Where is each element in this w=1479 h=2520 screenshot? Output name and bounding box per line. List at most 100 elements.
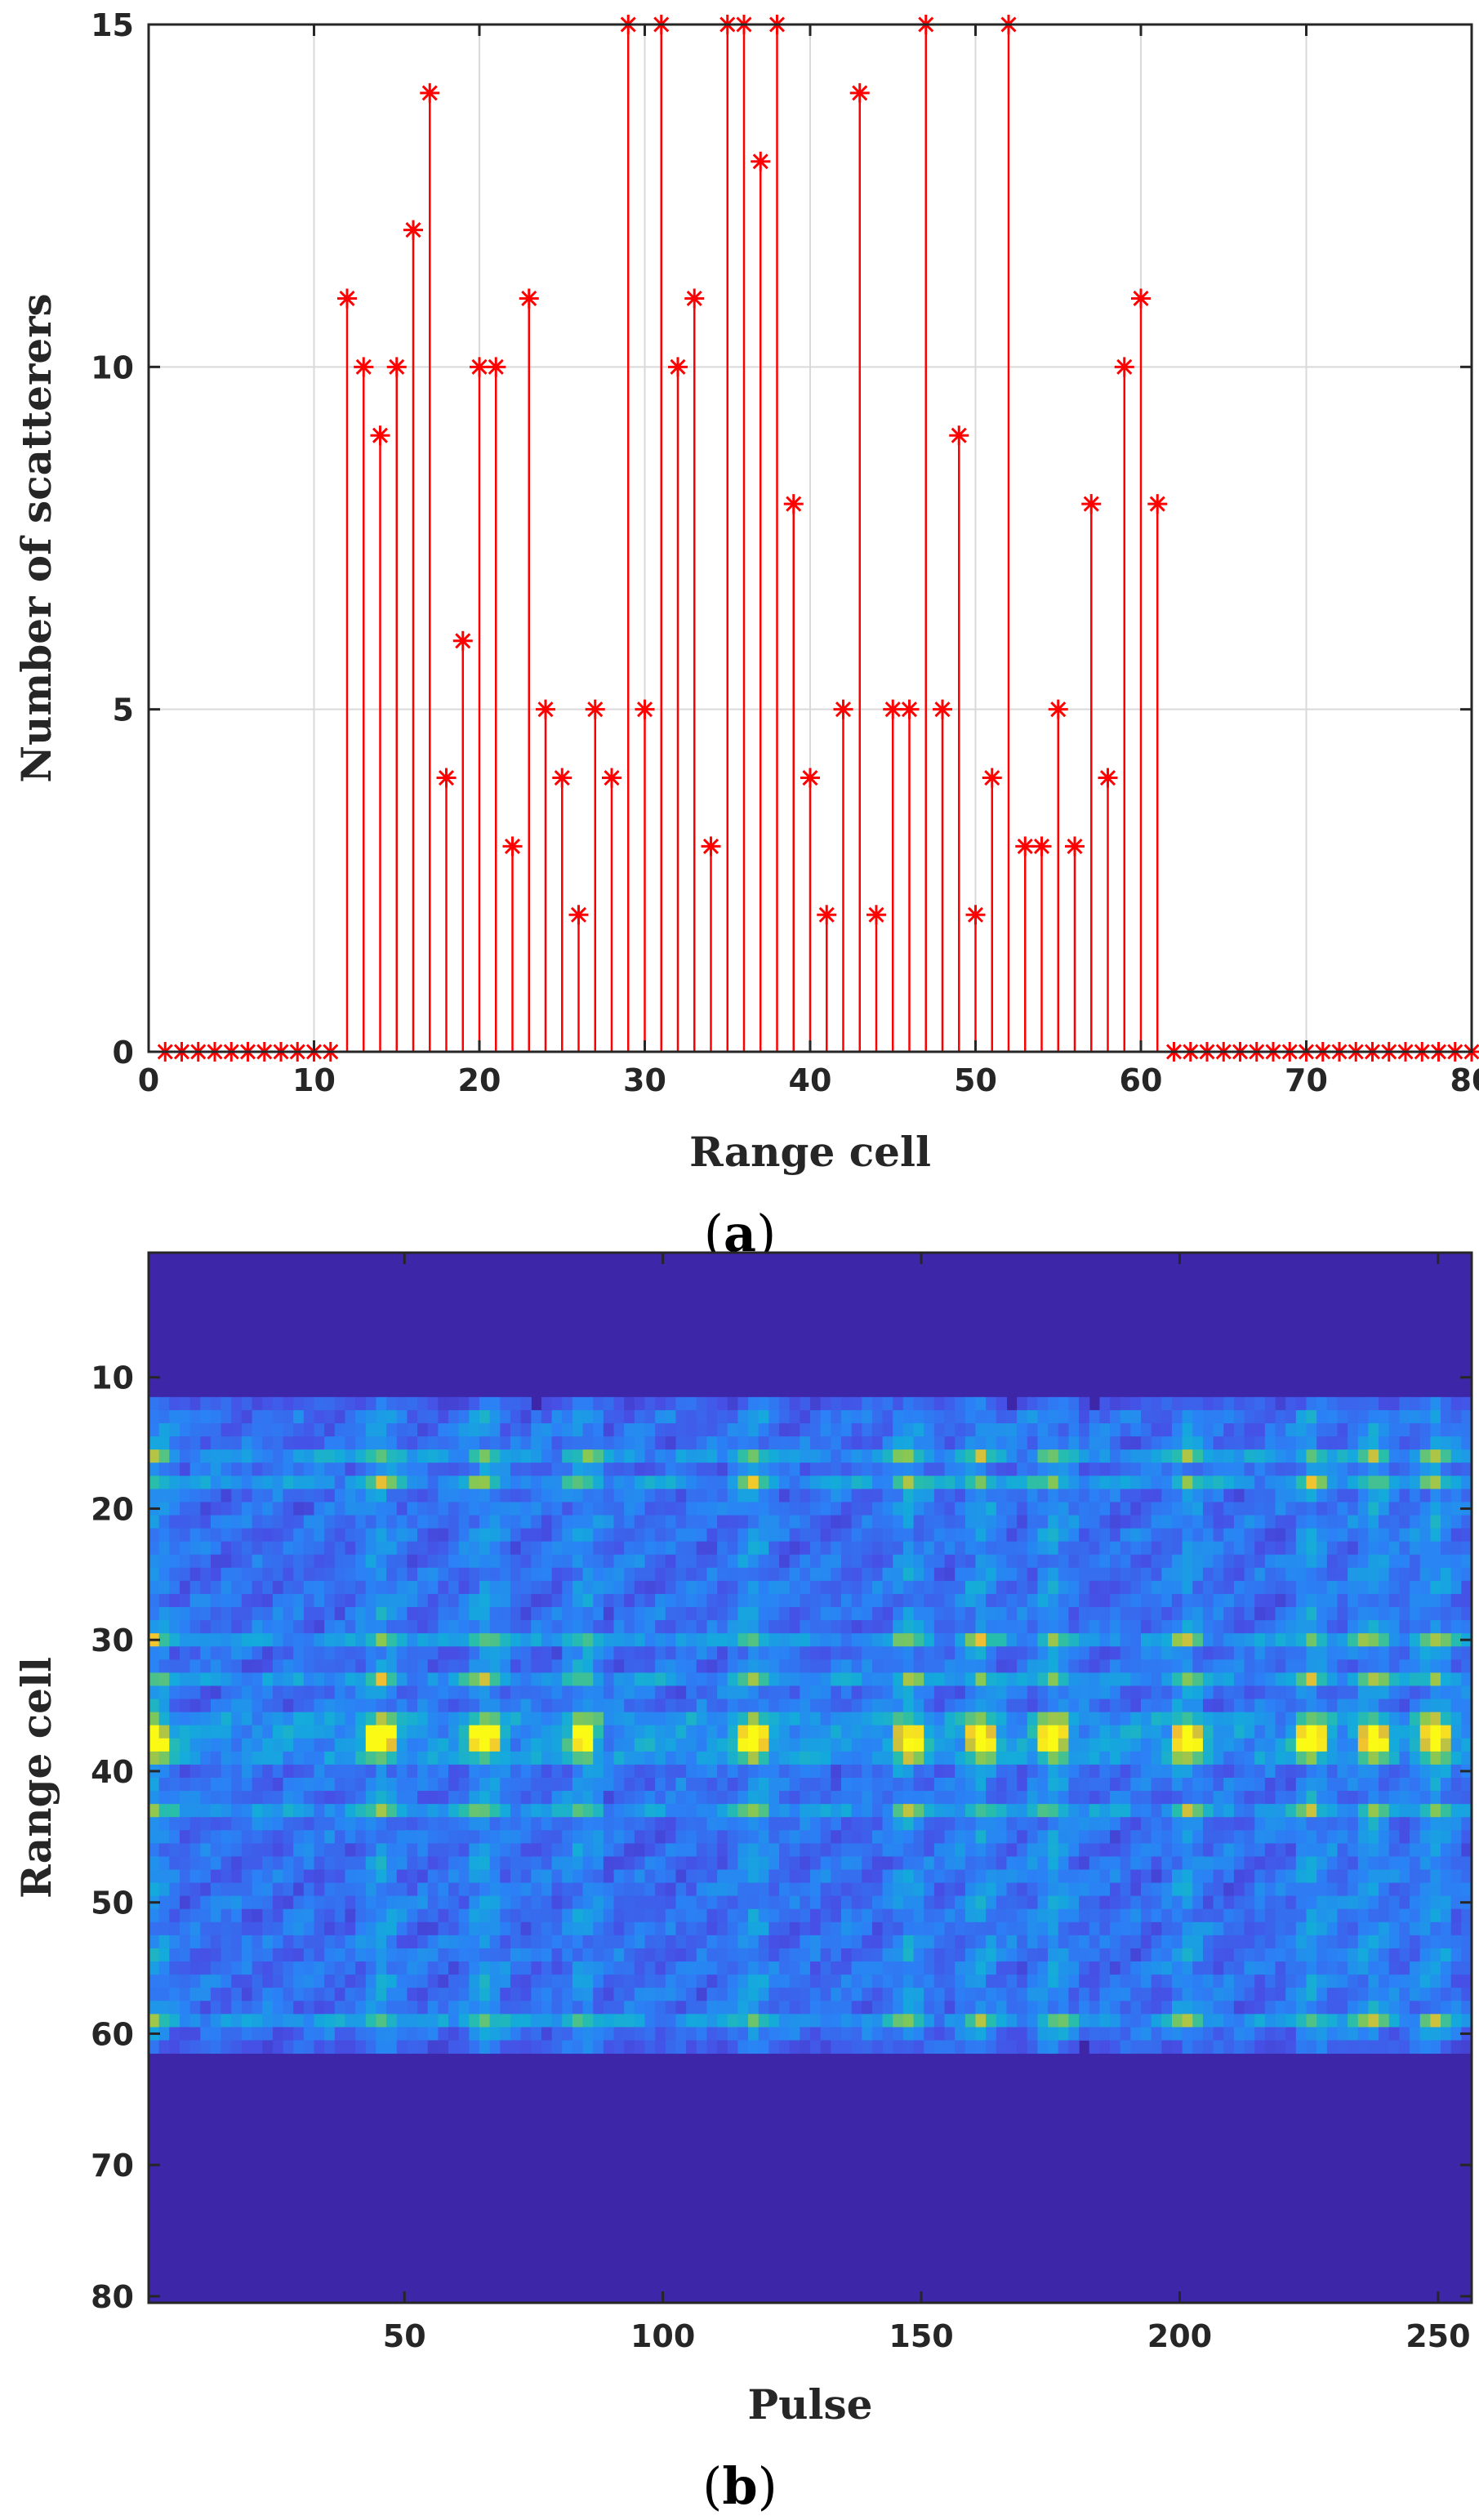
heatmap-cell [800, 1515, 811, 1529]
heatmap-cell [262, 1554, 274, 1569]
heatmap-cell [768, 1489, 780, 1503]
heatmap-cell [1388, 1515, 1401, 1529]
heatmap-cell [572, 1409, 584, 1424]
heatmap-cell [572, 1699, 584, 1713]
heatmap-cell [458, 1672, 470, 1686]
heatmap-cell [1223, 1633, 1235, 1647]
heatmap-cell [293, 1554, 305, 1569]
heatmap-cell [427, 1791, 439, 1805]
heatmap-cell [1141, 1646, 1152, 1660]
heatmap-cell [1326, 1593, 1339, 1608]
heatmap-cell [1326, 1580, 1339, 1595]
heatmap-cell [210, 1396, 222, 1411]
heatmap-cell [1295, 1659, 1307, 1673]
heatmap-cell [1151, 1659, 1162, 1673]
heatmap-cell [831, 1817, 842, 1831]
heatmap-cell [169, 1685, 180, 1699]
heatmap-cell [427, 1830, 439, 1844]
heatmap-cell [303, 1672, 315, 1686]
heatmap-cell [210, 1659, 222, 1673]
heatmap-cell [1430, 1580, 1441, 1595]
heatmap-cell [1430, 1436, 1441, 1450]
heatmap-cell [458, 1580, 470, 1595]
heatmap-cell [1161, 1672, 1173, 1686]
heatmap-cell [1182, 1830, 1193, 1844]
heatmap-cell [469, 1528, 480, 1543]
heatmap-cell [1326, 1699, 1339, 1713]
heatmap-cell [479, 1409, 491, 1424]
heatmap-cell [1357, 1738, 1370, 1752]
heatmap-cell [882, 1396, 893, 1411]
heatmap-cell [675, 1633, 687, 1647]
heatmap-cell [355, 1567, 367, 1582]
heatmap-cell [365, 1593, 377, 1608]
heatmap-cell [458, 1633, 470, 1647]
heatmap-cell [252, 1515, 263, 1529]
heatmap-cell [1027, 1607, 1039, 1621]
heatmap-cell [1316, 1607, 1328, 1621]
heatmap-cell [924, 1856, 935, 1870]
heatmap-cell [324, 1817, 336, 1831]
heatmap-cell [479, 1830, 491, 1844]
heatmap-cell [469, 1580, 480, 1595]
heatmap-cell [1410, 1778, 1421, 1792]
heatmap-cell [706, 1580, 718, 1595]
heatmap-cell [1017, 1633, 1028, 1647]
heatmap-cell [986, 1463, 997, 1476]
heatmap-cell [293, 1843, 305, 1857]
heatmap-cell [686, 1476, 697, 1489]
heatmap-cell [675, 1725, 687, 1739]
heatmap-cell [893, 1449, 904, 1463]
heatmap-cell [572, 1607, 584, 1621]
heatmap-cell [768, 1396, 780, 1411]
heatmap-cell [1337, 1593, 1348, 1608]
heatmap-cell [1089, 1607, 1100, 1621]
heatmap-cell [386, 1646, 398, 1660]
heatmap-cell [1068, 1409, 1080, 1424]
heatmap-cell [840, 1396, 853, 1411]
heatmap-cell [810, 1528, 822, 1543]
heatmap-cell [1233, 1843, 1245, 1857]
heatmap-cell [851, 1620, 862, 1634]
heatmap-cell [562, 1633, 573, 1647]
heatmap-cell [893, 1685, 904, 1699]
heatmap-cell [469, 1476, 480, 1489]
stem-marker [1081, 494, 1102, 514]
heatmap-cell [510, 1882, 522, 1897]
heatmap-cell [500, 1554, 511, 1569]
heatmap-cell [189, 1882, 201, 1897]
heatmap-cell [1357, 1489, 1370, 1503]
heatmap-cell [149, 1882, 160, 1897]
heatmap-cell [314, 1515, 325, 1529]
heatmap-cell [675, 1751, 687, 1765]
heatmap-cell [458, 1620, 470, 1634]
heatmap-cell [1461, 1489, 1472, 1503]
heatmap-cell [158, 1449, 170, 1463]
heatmap-cell [1151, 1778, 1162, 1792]
heatmap-cell [1202, 1567, 1214, 1582]
heatmap-cell [955, 1554, 966, 1569]
heatmap-cell [1264, 1830, 1276, 1844]
heatmap-cell [1264, 1541, 1276, 1556]
heatmap-cell [644, 1567, 656, 1582]
heatmap-cell [1223, 1685, 1235, 1699]
heatmap-cell [1295, 1791, 1307, 1805]
heatmap-cell [1399, 1685, 1410, 1699]
heatmap-cell [613, 1843, 625, 1857]
heatmap-cell [1130, 1567, 1142, 1582]
heatmap-cell [820, 1489, 831, 1503]
heatmap-cell [1306, 1751, 1317, 1765]
heatmap-cell [314, 1489, 325, 1503]
heatmap-cell [1182, 1436, 1193, 1450]
heatmap-cell [737, 1685, 749, 1699]
heatmap-cell [303, 1554, 315, 1569]
heatmap-cell [562, 1567, 573, 1582]
heatmap-cell [913, 1409, 924, 1424]
heatmap-cell [396, 1804, 408, 1818]
heatmap-cell [1295, 1685, 1307, 1699]
heatmap-cell [1068, 1554, 1080, 1569]
heatmap-cell [696, 1593, 708, 1608]
heatmap-cell [737, 1817, 749, 1831]
heatmap-cell [479, 1764, 491, 1779]
heatmap-cell [1275, 1659, 1286, 1673]
